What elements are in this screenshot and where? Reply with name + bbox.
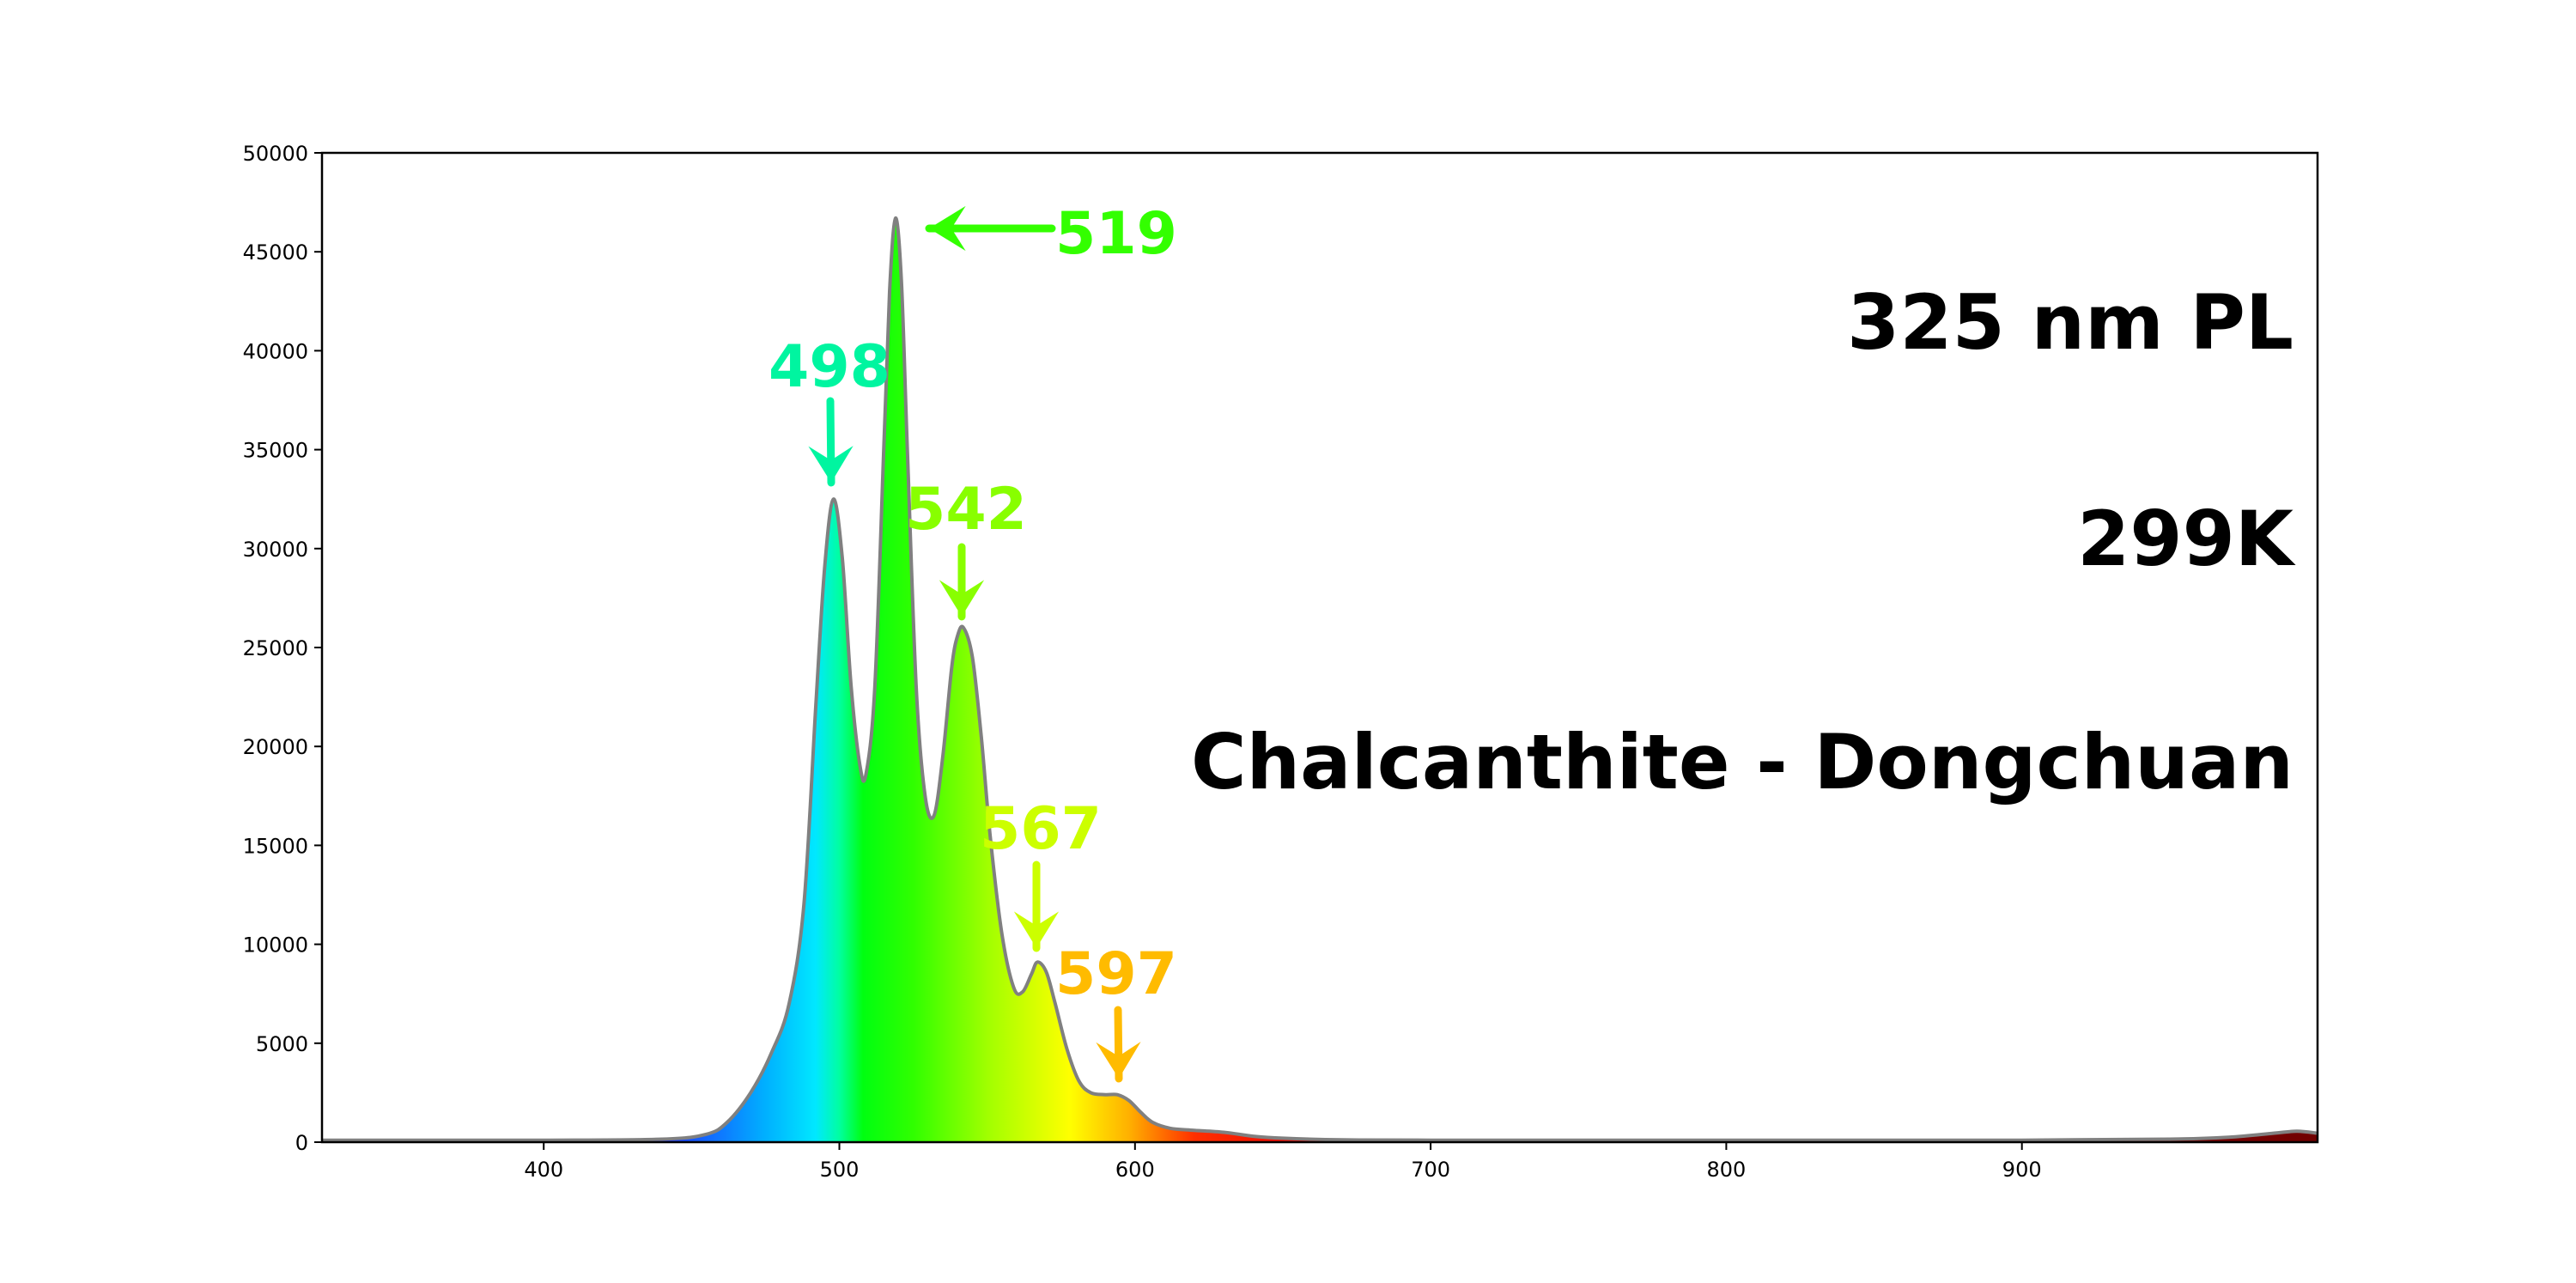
title-line-3: Chalcanthite - Dongchuan [1191, 718, 2293, 806]
peak-label: 519 [1055, 200, 1177, 268]
y-tick-label: 50000 [243, 142, 308, 166]
arrow-head-icon [939, 580, 985, 617]
annotation-567: 567 [980, 795, 1102, 952]
title-line-2: 299K [2077, 495, 2296, 583]
title-block: 325 nm PL 299K Chalcanthite - Dongchuan [1191, 278, 2296, 806]
x-tick-label: 500 [820, 1158, 860, 1182]
arrow-head-icon [808, 446, 854, 483]
peak-label: 567 [980, 795, 1102, 863]
x-tick-label: 800 [1707, 1158, 1747, 1182]
annotation-597: 597 [1055, 940, 1177, 1083]
spectrum-line [322, 216, 2318, 1142]
y-tick-label: 5000 [256, 1032, 308, 1056]
spectrum-fill [322, 217, 2318, 1142]
peak-annotations: 498 519 542 567 597 [769, 200, 1177, 1083]
arrow-head-icon [929, 205, 966, 252]
annotation-542: 542 [905, 476, 1027, 621]
x-tick-label: 700 [1411, 1158, 1450, 1182]
title-line-1: 325 nm PL [1847, 278, 2293, 367]
x-tick-label: 600 [1115, 1158, 1155, 1182]
arrow-head-icon [1096, 1042, 1141, 1079]
x-tick-label: 900 [2002, 1158, 2042, 1182]
arrow-head-icon [1013, 911, 1060, 948]
x-tick-label: 400 [524, 1158, 563, 1182]
plot-area [322, 216, 2318, 1142]
y-tick-label: 40000 [243, 339, 308, 363]
peak-label: 542 [905, 476, 1027, 544]
y-tick-label: 15000 [243, 834, 308, 858]
y-tick-label: 25000 [243, 636, 308, 660]
annotation-498: 498 [769, 333, 890, 487]
y-tick-label: 20000 [243, 735, 308, 759]
annotation-519: 519 [925, 200, 1177, 268]
y-tick-label: 30000 [243, 538, 308, 562]
y-tick-label: 10000 [243, 933, 308, 958]
peak-label: 597 [1055, 940, 1177, 1008]
y-tick-label: 35000 [243, 439, 308, 463]
y-tick-label: 0 [295, 1131, 308, 1155]
peak-label: 498 [769, 333, 890, 401]
axis-ticks: 400 500 600 700 800 900 0 5000 10000 15000 20000 25… [243, 142, 2042, 1182]
y-tick-label: 45000 [243, 240, 308, 265]
